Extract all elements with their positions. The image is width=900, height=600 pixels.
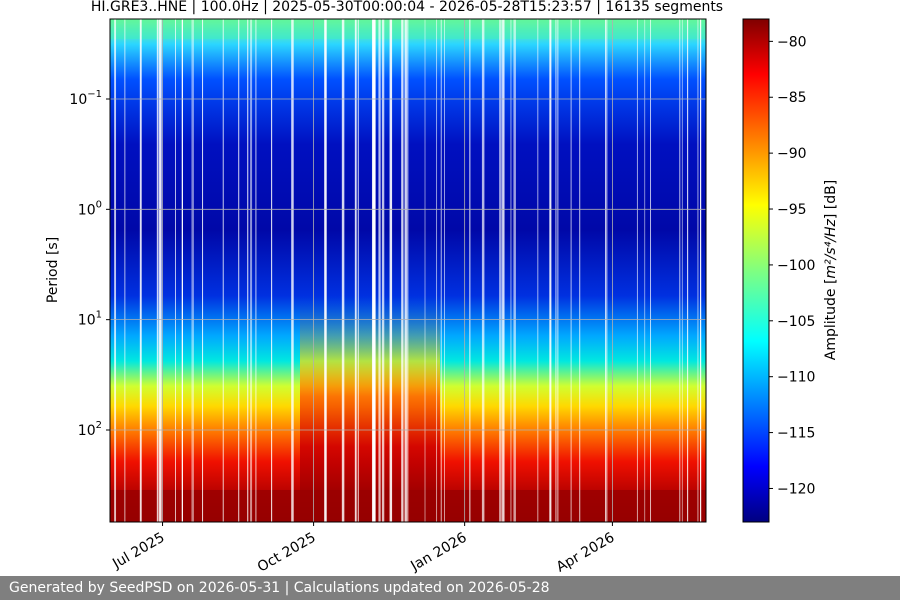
data-gap-line: [114, 19, 116, 522]
data-gap-line: [140, 19, 142, 522]
data-gap-line: [381, 19, 383, 522]
colorbar-tick-label: −105: [777, 314, 815, 330]
colorbar-axis: −80 −85 −90 −95 −100 −105 −110 −115 −120: [769, 34, 815, 497]
y-tick-label: 100: [78, 199, 102, 218]
data-gap-line: [424, 19, 426, 522]
data-gap-line: [139, 19, 141, 522]
data-gap-line: [271, 19, 273, 522]
data-gap-line: [324, 19, 327, 522]
data-gap-line: [115, 19, 117, 522]
data-gap-line: [557, 19, 559, 522]
data-gap-line: [378, 19, 380, 522]
data-gap-line: [159, 19, 162, 522]
data-gap-line: [579, 19, 581, 522]
x-tick-label: Jan 2026: [407, 530, 469, 575]
y-tick-label: 102: [78, 420, 102, 439]
data-gap-line: [700, 19, 702, 522]
data-gap-line: [156, 19, 158, 522]
data-gap-line: [357, 19, 359, 522]
data-gap-line: [181, 19, 183, 522]
data-gap-line: [501, 19, 505, 522]
data-gap-line: [251, 19, 253, 522]
data-gap-line: [644, 19, 646, 522]
gridlines: [110, 19, 706, 522]
colorbar-tick-label: −90: [777, 146, 807, 162]
data-gap-line: [440, 19, 442, 522]
data-gap-line: [481, 19, 485, 522]
colorbar-tick-label: −80: [777, 34, 807, 50]
colorbar-tick-label: −95: [777, 202, 807, 218]
footer-text: Generated by SeedPSD on 2026-05-31 | Cal…: [9, 580, 550, 596]
data-gap-lines: [114, 19, 702, 522]
data-gap-line: [124, 19, 126, 522]
data-gap-line: [372, 19, 375, 522]
colorbar-tick-label: −85: [777, 90, 807, 106]
data-gap-line: [374, 19, 376, 522]
data-gap-line: [570, 19, 572, 522]
x-tick-label: Apr 2026: [554, 530, 618, 576]
y-axis: 10−1 100 101 102: [69, 89, 110, 439]
data-gap-line: [355, 19, 357, 522]
data-gap-line: [605, 19, 607, 522]
data-gap-line: [650, 19, 652, 522]
data-gap-line: [555, 19, 557, 522]
x-tick-label: Jul 2025: [109, 530, 167, 573]
data-gap-line: [378, 19, 381, 522]
data-gap-line: [250, 19, 252, 522]
data-gap-line: [636, 19, 638, 522]
data-gap-line: [697, 19, 699, 522]
colorbar-tick-label: −120: [777, 481, 815, 497]
colorbar-tick-label: −100: [777, 258, 815, 274]
y-tick-label: 10−1: [69, 89, 102, 108]
data-gap-line: [354, 19, 356, 522]
data-gap-line: [191, 19, 194, 522]
x-tick-label: Oct 2025: [255, 530, 319, 576]
chart-title: HI.GRE3..HNE | 100.0Hz | 2025-05-30T00:0…: [91, 0, 723, 15]
data-gap-line: [157, 19, 159, 522]
data-gap-line: [687, 19, 689, 522]
plot-frame: [109, 18, 707, 523]
data-gap-line: [605, 19, 608, 522]
data-gap-line: [436, 19, 438, 522]
data-gap-line: [681, 19, 683, 522]
footer-bar: Generated by SeedPSD on 2026-05-31 | Cal…: [0, 576, 900, 600]
data-gap-line: [503, 19, 505, 522]
data-gap-line: [202, 19, 204, 522]
data-gap-line: [404, 19, 407, 522]
data-gap-line: [510, 19, 512, 522]
spectrogram-hot-region: [300, 19, 440, 522]
colorbar-label: Amplitude [m²/s⁴/Hz] [dB]: [823, 180, 839, 360]
y-axis-label: Period [s]: [45, 237, 61, 303]
data-gap-line: [291, 19, 294, 522]
data-gap-line: [443, 19, 445, 522]
data-gap-line: [247, 19, 249, 522]
colorbar: [742, 18, 770, 523]
spectrogram-plot-area: [110, 19, 706, 522]
x-axis: Jul 2025 Oct 2025 Jan 2026 Apr 2026: [109, 522, 617, 576]
data-gap-line: [174, 19, 176, 522]
data-gap-line: [401, 19, 404, 522]
data-gap-line: [222, 19, 224, 522]
data-gap-line: [407, 19, 409, 522]
data-gap-line: [469, 19, 471, 522]
data-gap-line: [341, 19, 345, 522]
data-gap-line: [513, 19, 516, 522]
data-gap-line: [537, 19, 539, 522]
data-gap-line: [389, 19, 393, 522]
y-tick-label: 101: [78, 310, 102, 329]
data-gap-line: [255, 19, 257, 522]
data-gap-line: [679, 19, 681, 522]
colorbar-tick-label: −115: [777, 426, 815, 442]
data-gap-line: [550, 19, 552, 522]
colorbar-tick-label: −110: [777, 370, 815, 386]
data-gap-line: [549, 19, 551, 522]
data-gap-line: [238, 19, 240, 522]
data-gap-line: [383, 19, 385, 522]
data-gap-line: [499, 19, 502, 522]
